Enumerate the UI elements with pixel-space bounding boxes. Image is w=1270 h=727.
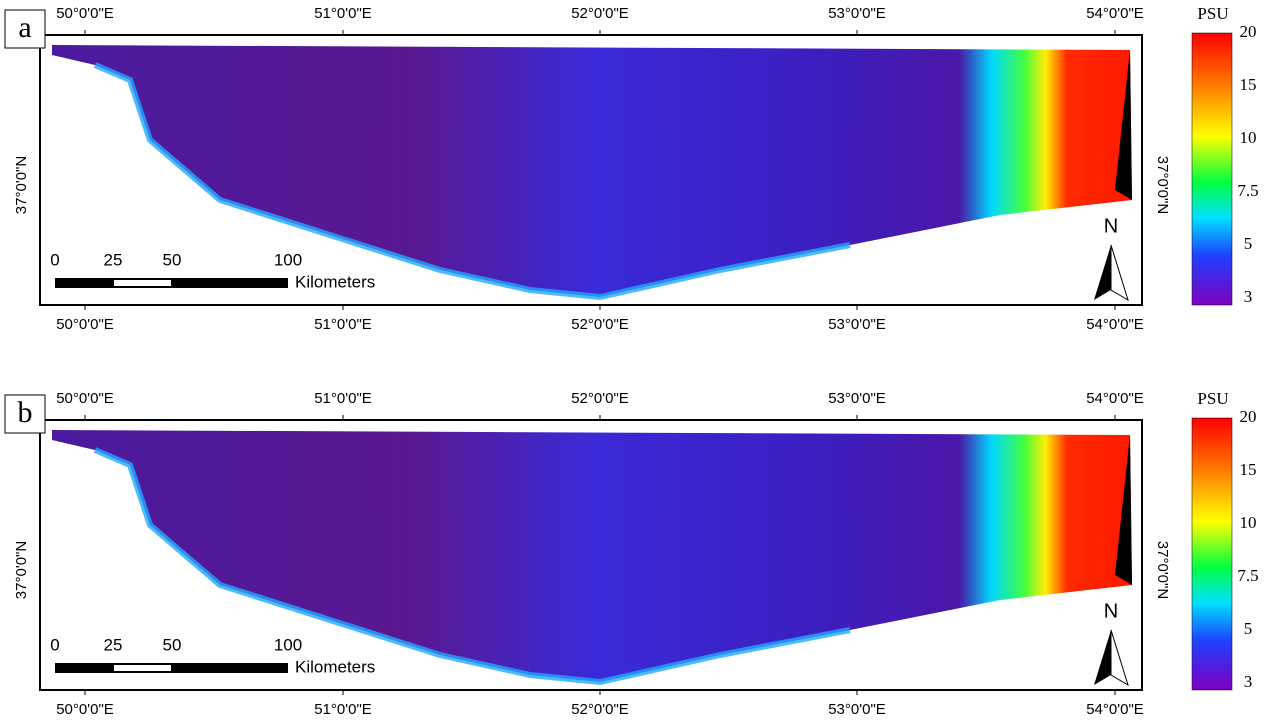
colorbar-tick-label: 7.5	[1237, 566, 1258, 585]
scale-label: 50	[163, 635, 182, 654]
scale-bar-white	[114, 280, 171, 286]
lat-label-right: 37°0'0"N	[1154, 541, 1171, 599]
scale-label: 25	[104, 635, 123, 654]
map-panel: b 50°0'0"E 51°0'0"E 52°0'0"E 53°0'0"E 54°0'0"…	[5, 389, 1259, 718]
lon-label-bottom: 53°0'0"E	[828, 316, 886, 333]
scale-bar	[55, 663, 288, 673]
colorbar-tick-label: 10	[1240, 513, 1257, 532]
scale-label: 25	[104, 250, 123, 269]
lon-label-bottom: 53°0'0"E	[828, 701, 886, 718]
colorbar-tick-label: 5	[1244, 619, 1253, 638]
figure: a 50°0'0"E 51°0'0"E 52°0'0"E 53°0'0"E 54°0'0"…	[0, 0, 1270, 722]
lat-label-right: 37°0'0"N	[1154, 156, 1171, 214]
panel-label: b	[18, 396, 33, 429]
north-label: N	[1104, 600, 1118, 622]
lat-label-left: 37°0'0"N	[13, 156, 30, 214]
lon-label-top: 50°0'0"E	[56, 390, 114, 407]
scale-unit: Kilometers	[295, 657, 375, 676]
scale-unit: Kilometers	[295, 272, 375, 291]
map-panel: a 50°0'0"E 51°0'0"E 52°0'0"E 53°0'0"E 54°0'0"…	[5, 4, 1259, 333]
scale-label: 100	[274, 250, 302, 269]
lon-label-bottom: 50°0'0"E	[56, 316, 114, 333]
lon-label-bottom: 50°0'0"E	[56, 701, 114, 718]
panel-label: a	[18, 11, 31, 44]
lon-label-bottom: 51°0'0"E	[314, 316, 372, 333]
colorbar-tick-label: 20	[1240, 407, 1257, 426]
lon-label-top: 52°0'0"E	[571, 390, 629, 407]
colorbar-title: PSU	[1197, 389, 1228, 408]
colorbar	[1192, 418, 1232, 690]
lon-label-top: 53°0'0"E	[828, 5, 886, 22]
scale-label: 0	[50, 635, 59, 654]
colorbar-tick-label: 15	[1240, 460, 1257, 479]
lon-label-top: 52°0'0"E	[571, 5, 629, 22]
lon-label-top: 54°0'0"E	[1086, 5, 1144, 22]
scale-label: 50	[163, 250, 182, 269]
north-label: N	[1104, 215, 1118, 237]
lon-label-bottom: 51°0'0"E	[314, 701, 372, 718]
lon-label-bottom: 54°0'0"E	[1086, 316, 1144, 333]
colorbar-tick-label: 3	[1244, 287, 1253, 306]
colorbar-tick-label: 3	[1244, 672, 1253, 691]
colorbar-tick-label: 7.5	[1237, 181, 1258, 200]
lon-label-top: 50°0'0"E	[56, 5, 114, 22]
scale-bar-white	[114, 665, 171, 671]
scale-bar	[55, 278, 288, 288]
colorbar-tick-label: 5	[1244, 234, 1253, 253]
lon-label-top: 54°0'0"E	[1086, 390, 1144, 407]
lon-label-bottom: 52°0'0"E	[571, 701, 629, 718]
colorbar-tick-label: 20	[1240, 22, 1257, 41]
scale-label: 100	[274, 635, 302, 654]
colorbar-title: PSU	[1197, 4, 1228, 23]
colorbar	[1192, 33, 1232, 305]
lon-label-bottom: 52°0'0"E	[571, 316, 629, 333]
colorbar-tick-label: 15	[1240, 75, 1257, 94]
lat-label-left: 37°0'0"N	[13, 541, 30, 599]
scale-label: 0	[50, 250, 59, 269]
lon-label-top: 53°0'0"E	[828, 390, 886, 407]
lon-label-top: 51°0'0"E	[314, 390, 372, 407]
colorbar-tick-label: 10	[1240, 128, 1257, 147]
lon-label-bottom: 54°0'0"E	[1086, 701, 1144, 718]
lon-label-top: 51°0'0"E	[314, 5, 372, 22]
